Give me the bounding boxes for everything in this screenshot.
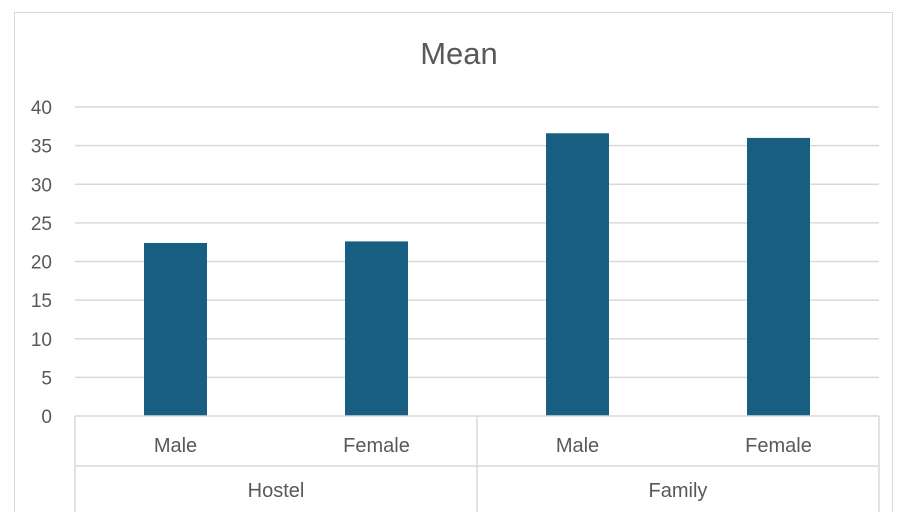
x-category-label: Male: [154, 435, 197, 457]
y-tick-label: 30: [31, 175, 52, 196]
x-category-label: Male: [556, 435, 599, 457]
x-group-label: Family: [649, 480, 708, 502]
x-axis-category-labels: Male Female Male Female: [154, 435, 812, 457]
bars: [144, 133, 810, 416]
x-axis-group-labels: Hostel Family: [248, 480, 708, 502]
chart-title: Mean: [420, 36, 498, 71]
y-tick-label: 40: [31, 98, 52, 119]
x-group-label: Hostel: [248, 480, 305, 502]
x-axis: [74, 415, 880, 512]
bar: [747, 137, 810, 416]
x-category-label: Female: [343, 435, 410, 457]
y-tick-label: 0: [41, 407, 52, 428]
y-axis-tick-labels: 0 5 10 15 20 25 30 35 40: [31, 98, 52, 428]
gridlines: [75, 106, 879, 379]
bar: [144, 242, 207, 416]
y-tick-label: 10: [31, 330, 52, 351]
y-tick-label: 35: [31, 137, 52, 158]
bar: [546, 133, 609, 416]
bar: [345, 241, 408, 416]
y-tick-label: 15: [31, 291, 52, 312]
y-tick-label: 25: [31, 214, 52, 235]
y-tick-label: 20: [31, 253, 52, 274]
y-tick-label: 5: [41, 368, 52, 389]
x-category-label: Female: [745, 435, 812, 457]
